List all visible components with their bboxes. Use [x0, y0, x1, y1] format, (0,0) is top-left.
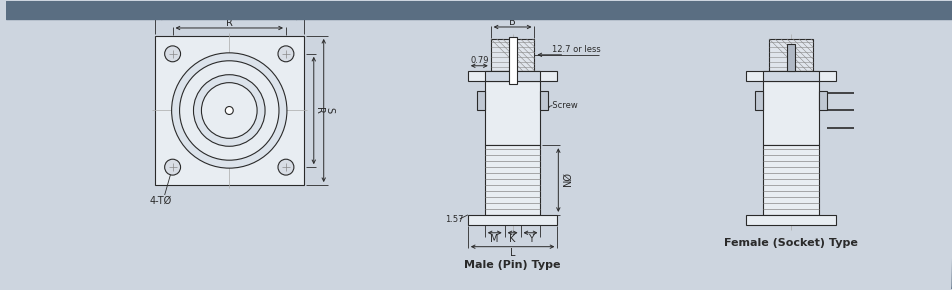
Text: Male (Pin) Type: Male (Pin) Type: [464, 260, 561, 270]
Circle shape: [165, 159, 180, 175]
Circle shape: [278, 46, 293, 62]
Bar: [745, 71, 835, 81]
Text: R: R: [226, 18, 232, 28]
Circle shape: [171, 53, 287, 168]
Bar: [763, 71, 818, 81]
Bar: [763, 145, 818, 215]
Bar: [745, 215, 835, 225]
Circle shape: [179, 61, 279, 160]
Bar: [485, 81, 540, 145]
Text: S: S: [226, 8, 232, 18]
Circle shape: [193, 75, 265, 146]
Bar: [786, 44, 794, 71]
Circle shape: [225, 106, 233, 115]
Text: A Screw: A Screw: [544, 101, 578, 110]
Bar: [763, 81, 818, 145]
Bar: [467, 215, 557, 225]
Bar: [818, 90, 826, 110]
Bar: [754, 90, 763, 110]
Text: (Unit: mm): (Unit: mm): [885, 6, 934, 14]
Bar: [476, 90, 485, 110]
Text: 1.57: 1.57: [445, 215, 464, 224]
Circle shape: [165, 46, 180, 62]
Text: 12.7 or less: 12.7 or less: [551, 45, 600, 54]
Text: B: B: [508, 17, 515, 27]
Text: Y: Y: [527, 234, 533, 244]
Text: 0.79: 0.79: [469, 56, 488, 65]
Text: K: K: [509, 234, 515, 244]
Bar: [6, 1, 952, 19]
Circle shape: [278, 159, 293, 175]
Bar: [467, 71, 557, 81]
Circle shape: [201, 83, 257, 138]
Text: M: M: [490, 234, 499, 244]
Bar: [485, 71, 540, 81]
Bar: [768, 39, 812, 71]
Text: Female (Socket) Type: Female (Socket) Type: [724, 238, 857, 248]
Bar: [154, 36, 304, 185]
Bar: [485, 145, 540, 215]
Text: L: L: [509, 248, 515, 258]
Text: R: R: [313, 107, 324, 114]
Text: ØN: ØN: [559, 173, 568, 188]
Text: Outline Drawing: Outline Drawing: [13, 3, 137, 18]
Bar: [490, 39, 534, 71]
Bar: [508, 37, 516, 84]
Text: S: S: [325, 107, 334, 114]
Text: 4-TØ: 4-TØ: [149, 196, 171, 206]
Bar: [540, 90, 547, 110]
